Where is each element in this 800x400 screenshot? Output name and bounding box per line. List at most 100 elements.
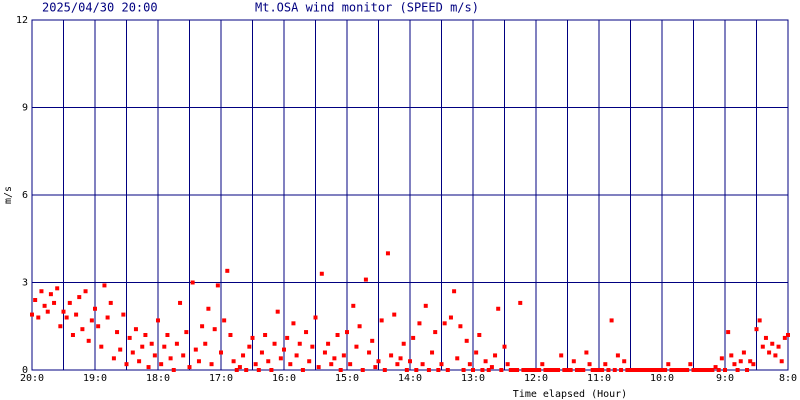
data-point xyxy=(773,353,778,358)
data-point xyxy=(486,368,491,372)
data-point xyxy=(637,368,642,372)
data-point xyxy=(105,315,110,320)
data-point xyxy=(272,341,277,346)
data-point xyxy=(723,368,727,372)
data-point xyxy=(445,368,450,372)
data-point xyxy=(212,327,217,332)
data-point xyxy=(165,333,170,337)
data-point xyxy=(650,368,655,372)
data-point xyxy=(193,347,198,352)
data-point xyxy=(300,368,305,372)
data-point xyxy=(203,341,208,346)
data-point xyxy=(48,292,53,297)
data-point xyxy=(430,350,435,355)
data-point xyxy=(691,368,696,372)
data-point xyxy=(719,356,724,361)
data-point xyxy=(511,368,516,372)
data-point xyxy=(58,324,63,329)
data-point xyxy=(678,368,683,372)
data-point xyxy=(518,300,523,305)
x-tick-label: 18:0 xyxy=(146,373,170,384)
data-point xyxy=(426,368,431,372)
data-point xyxy=(600,368,605,372)
data-point xyxy=(660,368,664,372)
data-point xyxy=(527,368,532,372)
x-tick-label: 13:0 xyxy=(461,373,485,384)
data-point xyxy=(477,333,482,337)
data-point xyxy=(33,298,38,302)
data-point xyxy=(111,356,116,361)
data-point xyxy=(776,344,781,349)
y-tick-label: 9 xyxy=(22,103,28,114)
data-point xyxy=(581,368,586,372)
data-point xyxy=(152,353,157,358)
data-point xyxy=(99,344,104,349)
data-point xyxy=(603,362,608,367)
data-point xyxy=(688,362,693,367)
x-tick-label: 17:0 xyxy=(209,373,233,384)
data-point xyxy=(329,362,334,367)
data-point xyxy=(414,368,419,372)
data-point xyxy=(385,251,390,256)
data-point xyxy=(256,368,261,372)
data-point xyxy=(310,344,315,349)
data-point xyxy=(146,365,151,370)
data-point xyxy=(631,368,636,372)
data-point xyxy=(672,368,677,372)
data-point xyxy=(694,368,699,372)
data-point xyxy=(345,330,349,335)
data-point xyxy=(389,353,394,358)
data-point xyxy=(704,368,709,372)
data-point xyxy=(156,318,160,323)
data-point xyxy=(584,350,589,355)
data-point xyxy=(502,344,507,349)
x-tick-label: 11:0 xyxy=(587,373,611,384)
data-point xyxy=(461,368,466,372)
data-point xyxy=(448,315,453,320)
data-point xyxy=(653,368,658,372)
data-point xyxy=(398,356,403,361)
data-point xyxy=(578,368,583,372)
data-point xyxy=(738,359,743,364)
data-point xyxy=(196,359,201,364)
data-point xyxy=(543,368,548,372)
data-point xyxy=(376,359,381,364)
data-point xyxy=(574,368,579,372)
data-point xyxy=(137,359,142,364)
data-point xyxy=(269,368,274,372)
data-point xyxy=(174,341,179,346)
y-tick-label: 12 xyxy=(16,15,28,26)
data-point xyxy=(231,359,236,364)
data-point xyxy=(162,344,167,349)
data-point xyxy=(319,271,324,276)
data-point xyxy=(237,365,242,370)
x-tick-label: 14:0 xyxy=(398,373,422,384)
data-point xyxy=(133,327,138,332)
data-point xyxy=(234,368,239,372)
data-point xyxy=(206,306,211,311)
data-point xyxy=(219,350,223,355)
data-point xyxy=(628,368,633,372)
data-point xyxy=(259,350,264,355)
data-point xyxy=(282,347,286,352)
data-point xyxy=(508,368,513,372)
data-point xyxy=(707,368,712,372)
x-tick-label: 16:0 xyxy=(272,373,296,384)
data-point xyxy=(42,303,47,308)
data-point xyxy=(568,368,573,372)
data-point xyxy=(590,368,595,372)
data-point xyxy=(244,368,249,372)
data-point xyxy=(86,338,91,343)
data-point xyxy=(606,368,611,372)
data-point xyxy=(700,368,705,372)
data-point xyxy=(367,350,372,355)
data-point xyxy=(609,318,614,323)
x-tick-label: 15:0 xyxy=(335,373,359,384)
data-point xyxy=(726,330,731,335)
data-point xyxy=(291,321,296,326)
data-point xyxy=(370,338,375,343)
data-point xyxy=(467,362,472,367)
data-point xyxy=(45,309,50,314)
timestamp: 2025/04/30 20:00 xyxy=(42,1,158,15)
